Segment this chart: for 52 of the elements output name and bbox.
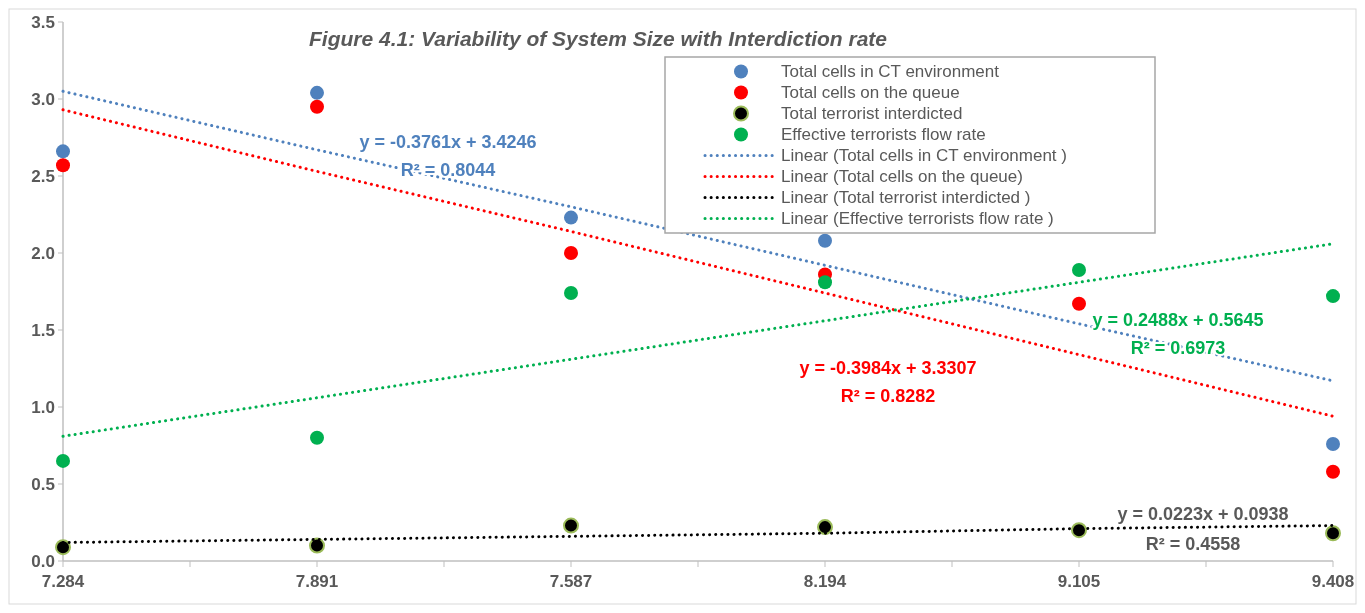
point	[56, 158, 70, 173]
legend-label: Effective terrorists flow rate	[781, 125, 986, 145]
legend-label: Linear (Total cells on the queue)	[781, 167, 1023, 187]
chart-title: Figure 4.1: Variability of System Size with Interdiction rate	[308, 27, 888, 50]
annotation: y = 0.0223x + 0.0938	[1117, 504, 1289, 525]
y-tick-label: 2.0	[31, 243, 55, 263]
point	[1072, 262, 1086, 277]
point	[563, 517, 579, 534]
x-tick-label: 9.105	[1057, 572, 1101, 591]
legend-label: Linear (Total terrorist interdicted )	[781, 188, 1031, 208]
x-tick-label: 9.408	[1311, 572, 1355, 591]
x-tick-label: 7.587	[549, 572, 593, 591]
point	[310, 430, 324, 445]
x-tick-label: 8.194	[803, 572, 847, 591]
y-tick-label: 0.0	[31, 551, 55, 571]
x-tick-label: 7.284	[41, 572, 85, 591]
annotation: y = -0.3761x + 3.4246	[359, 132, 537, 153]
annotation: y = 0.2488x + 0.5645	[1092, 310, 1264, 331]
point	[817, 519, 833, 536]
legend-label: Linear (Effective terrorists flow rate )	[781, 209, 1054, 229]
y-tick-label: 3.0	[31, 89, 55, 109]
x-tick-label: 7.891	[295, 572, 339, 591]
point	[564, 210, 578, 225]
annotation: R² = 0.4558	[1145, 534, 1241, 555]
point	[55, 539, 71, 556]
y-tick-label: 2.5	[31, 166, 55, 186]
point	[1326, 436, 1340, 451]
point	[1326, 464, 1340, 479]
y-tick-label: 1.5	[31, 320, 55, 340]
annotation: R² = 0.8282	[840, 386, 936, 407]
point	[564, 246, 578, 260]
legend-label: Linear (Total cells in CT environment )	[781, 146, 1067, 166]
point	[56, 453, 70, 468]
legend-label: Total cells on the queue	[781, 83, 960, 103]
point	[56, 144, 70, 159]
legend-label: Total terrorist interdicted	[781, 104, 963, 124]
point	[564, 286, 578, 301]
y-tick-label: 1.0	[31, 397, 55, 417]
point	[310, 99, 324, 114]
point	[309, 537, 325, 554]
annotation: y = -0.3984x + 3.3307	[799, 358, 977, 379]
point	[1326, 289, 1340, 304]
point	[818, 233, 832, 248]
legend-label: Total cells in CT environment	[781, 62, 1000, 82]
point	[310, 85, 324, 100]
y-tick-label: 3.5	[31, 12, 55, 32]
y-tick-label: 0.5	[31, 474, 55, 494]
point	[818, 275, 832, 290]
point	[1072, 296, 1086, 311]
point	[1071, 522, 1087, 539]
point	[1325, 525, 1341, 542]
line-series	[61, 108, 1335, 418]
